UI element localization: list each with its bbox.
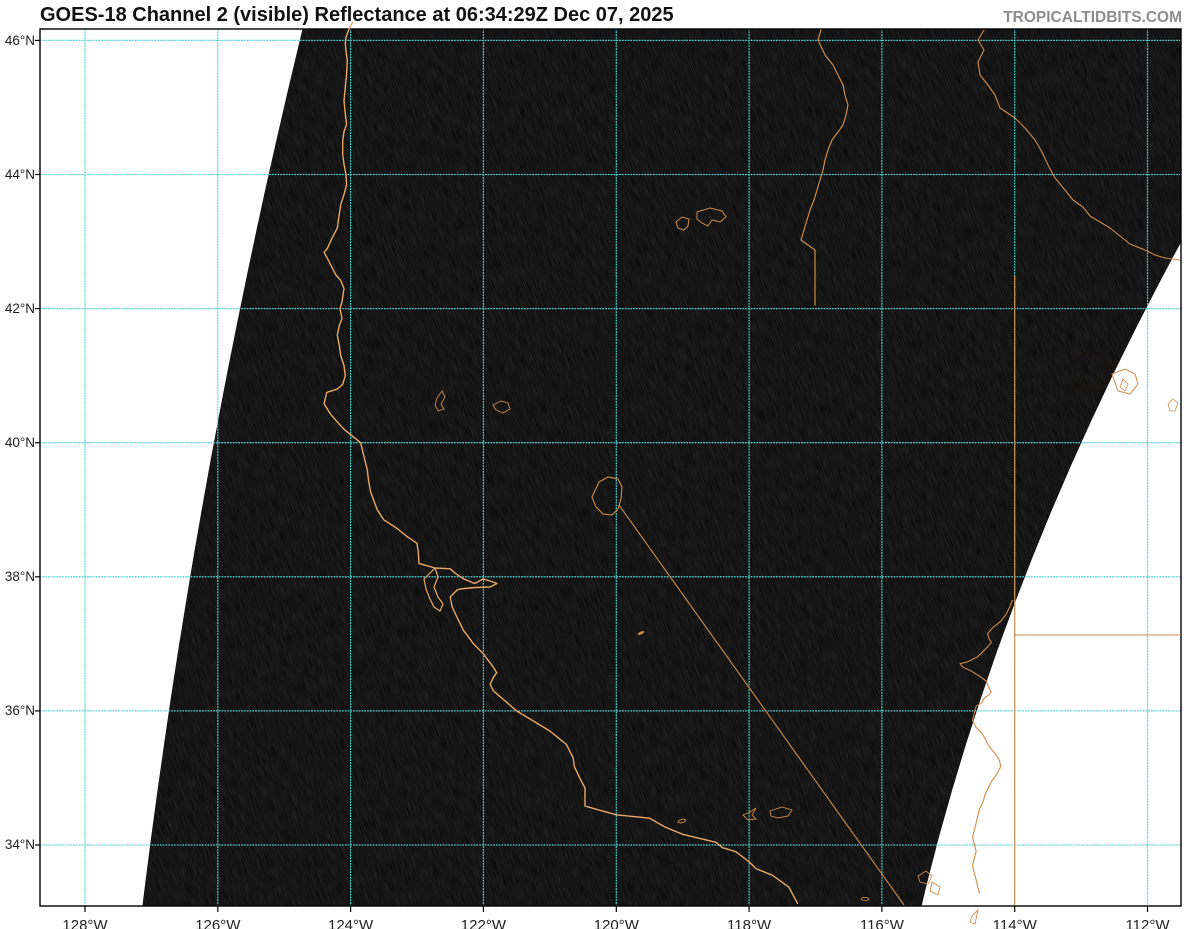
svg-text:120°W: 120°W xyxy=(594,917,640,929)
svg-text:128°W: 128°W xyxy=(62,917,108,929)
svg-text:34°N: 34°N xyxy=(5,837,35,852)
svg-text:126°W: 126°W xyxy=(195,917,241,929)
svg-text:42°N: 42°N xyxy=(5,301,35,316)
svg-text:124°W: 124°W xyxy=(328,917,374,929)
svg-text:118°W: 118°W xyxy=(727,917,772,929)
svg-text:38°N: 38°N xyxy=(5,569,35,584)
svg-text:40°N: 40°N xyxy=(5,435,35,450)
svg-text:112°W: 112°W xyxy=(1125,917,1170,929)
svg-text:122°W: 122°W xyxy=(461,917,507,929)
svg-text:36°N: 36°N xyxy=(5,703,35,718)
svg-text:46°N: 46°N xyxy=(5,33,35,48)
svg-text:44°N: 44°N xyxy=(5,167,35,182)
svg-text:114°W: 114°W xyxy=(993,917,1038,929)
svg-text:116°W: 116°W xyxy=(860,917,905,929)
